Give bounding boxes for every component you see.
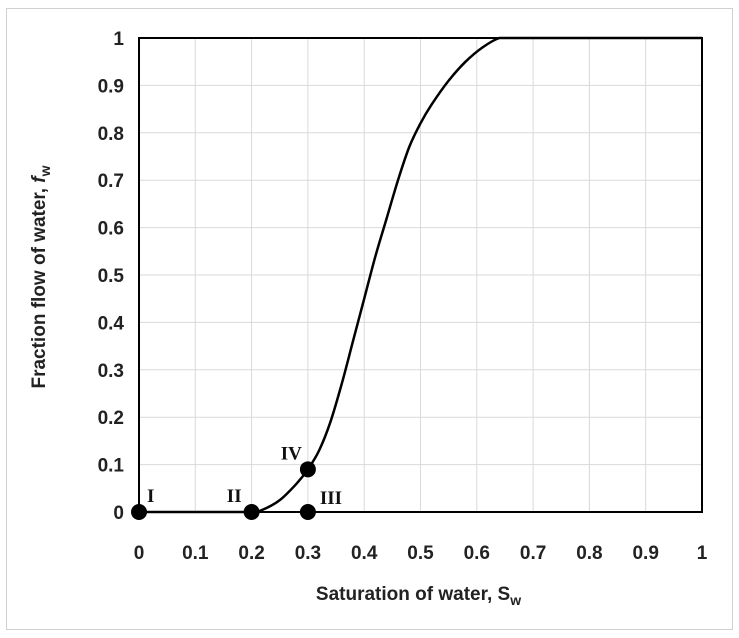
grid <box>138 37 703 513</box>
x-axis-title: Saturation of water, Sw <box>316 584 521 608</box>
x-tick-label: 1 <box>697 543 708 564</box>
y-axis-title: Fraction flow of water, fw <box>29 165 53 388</box>
x-axis-title-subscript: w <box>509 592 521 608</box>
x-axis-tick-labels: 0 0.1 0.2 0.3 0.4 0.5 0.6 0.7 0.8 0.9 1 <box>134 543 708 564</box>
point-marker <box>131 504 147 520</box>
x-tick-label: 0.4 <box>351 543 378 564</box>
x-tick-label: 0.6 <box>464 543 490 564</box>
y-tick-label: 0.7 <box>98 171 124 192</box>
y-axis-title-symbol: f <box>29 175 50 183</box>
point-marker <box>299 461 316 478</box>
y-tick-label: 0 <box>113 503 124 524</box>
y-tick-label: 0.6 <box>98 219 124 240</box>
x-axis-title-main: Saturation of water, S <box>316 584 510 605</box>
point-marker <box>299 504 316 520</box>
y-tick-label: 0.8 <box>98 124 124 145</box>
x-tick-label: 0.8 <box>576 543 602 564</box>
y-tick-label: 0.2 <box>98 408 124 429</box>
x-tick-label: 0.2 <box>238 543 264 564</box>
x-tick-label: 0.3 <box>295 543 321 564</box>
y-axis-title-subscript: w <box>37 165 53 177</box>
fractional-flow-curve <box>139 36 702 514</box>
x-tick-label: 0.9 <box>632 543 658 564</box>
x-tick-label: 0.1 <box>182 543 209 564</box>
y-tick-label: 0.5 <box>98 266 125 287</box>
point-marker <box>243 504 260 520</box>
y-tick-label: 0.1 <box>98 456 125 477</box>
chart-figure: I II III IV 0 0.1 0.2 0.3 0.4 0.5 0.6 0.7 0.8 0.9 1 0… <box>6 8 733 630</box>
point-label: II <box>227 486 242 507</box>
x-tick-label: 0.5 <box>407 543 434 564</box>
y-tick-label: 0.3 <box>98 361 124 382</box>
y-tick-label: 0.9 <box>98 76 124 97</box>
x-tick-label: 0 <box>134 543 145 564</box>
x-tick-label: 0.7 <box>520 543 546 564</box>
y-axis-tick-labels: 0 0.1 0.2 0.3 0.4 0.5 0.6 0.7 0.8 0.9 1 <box>98 29 125 524</box>
point-label: III <box>320 488 342 509</box>
y-axis-title-main: Fraction flow of water, <box>29 183 50 389</box>
y-tick-label: 1 <box>113 29 124 50</box>
y-tick-label: 0.4 <box>98 313 125 334</box>
point-label: I <box>147 486 154 507</box>
plot-area-frame <box>138 37 703 513</box>
point-label: IV <box>281 443 302 464</box>
